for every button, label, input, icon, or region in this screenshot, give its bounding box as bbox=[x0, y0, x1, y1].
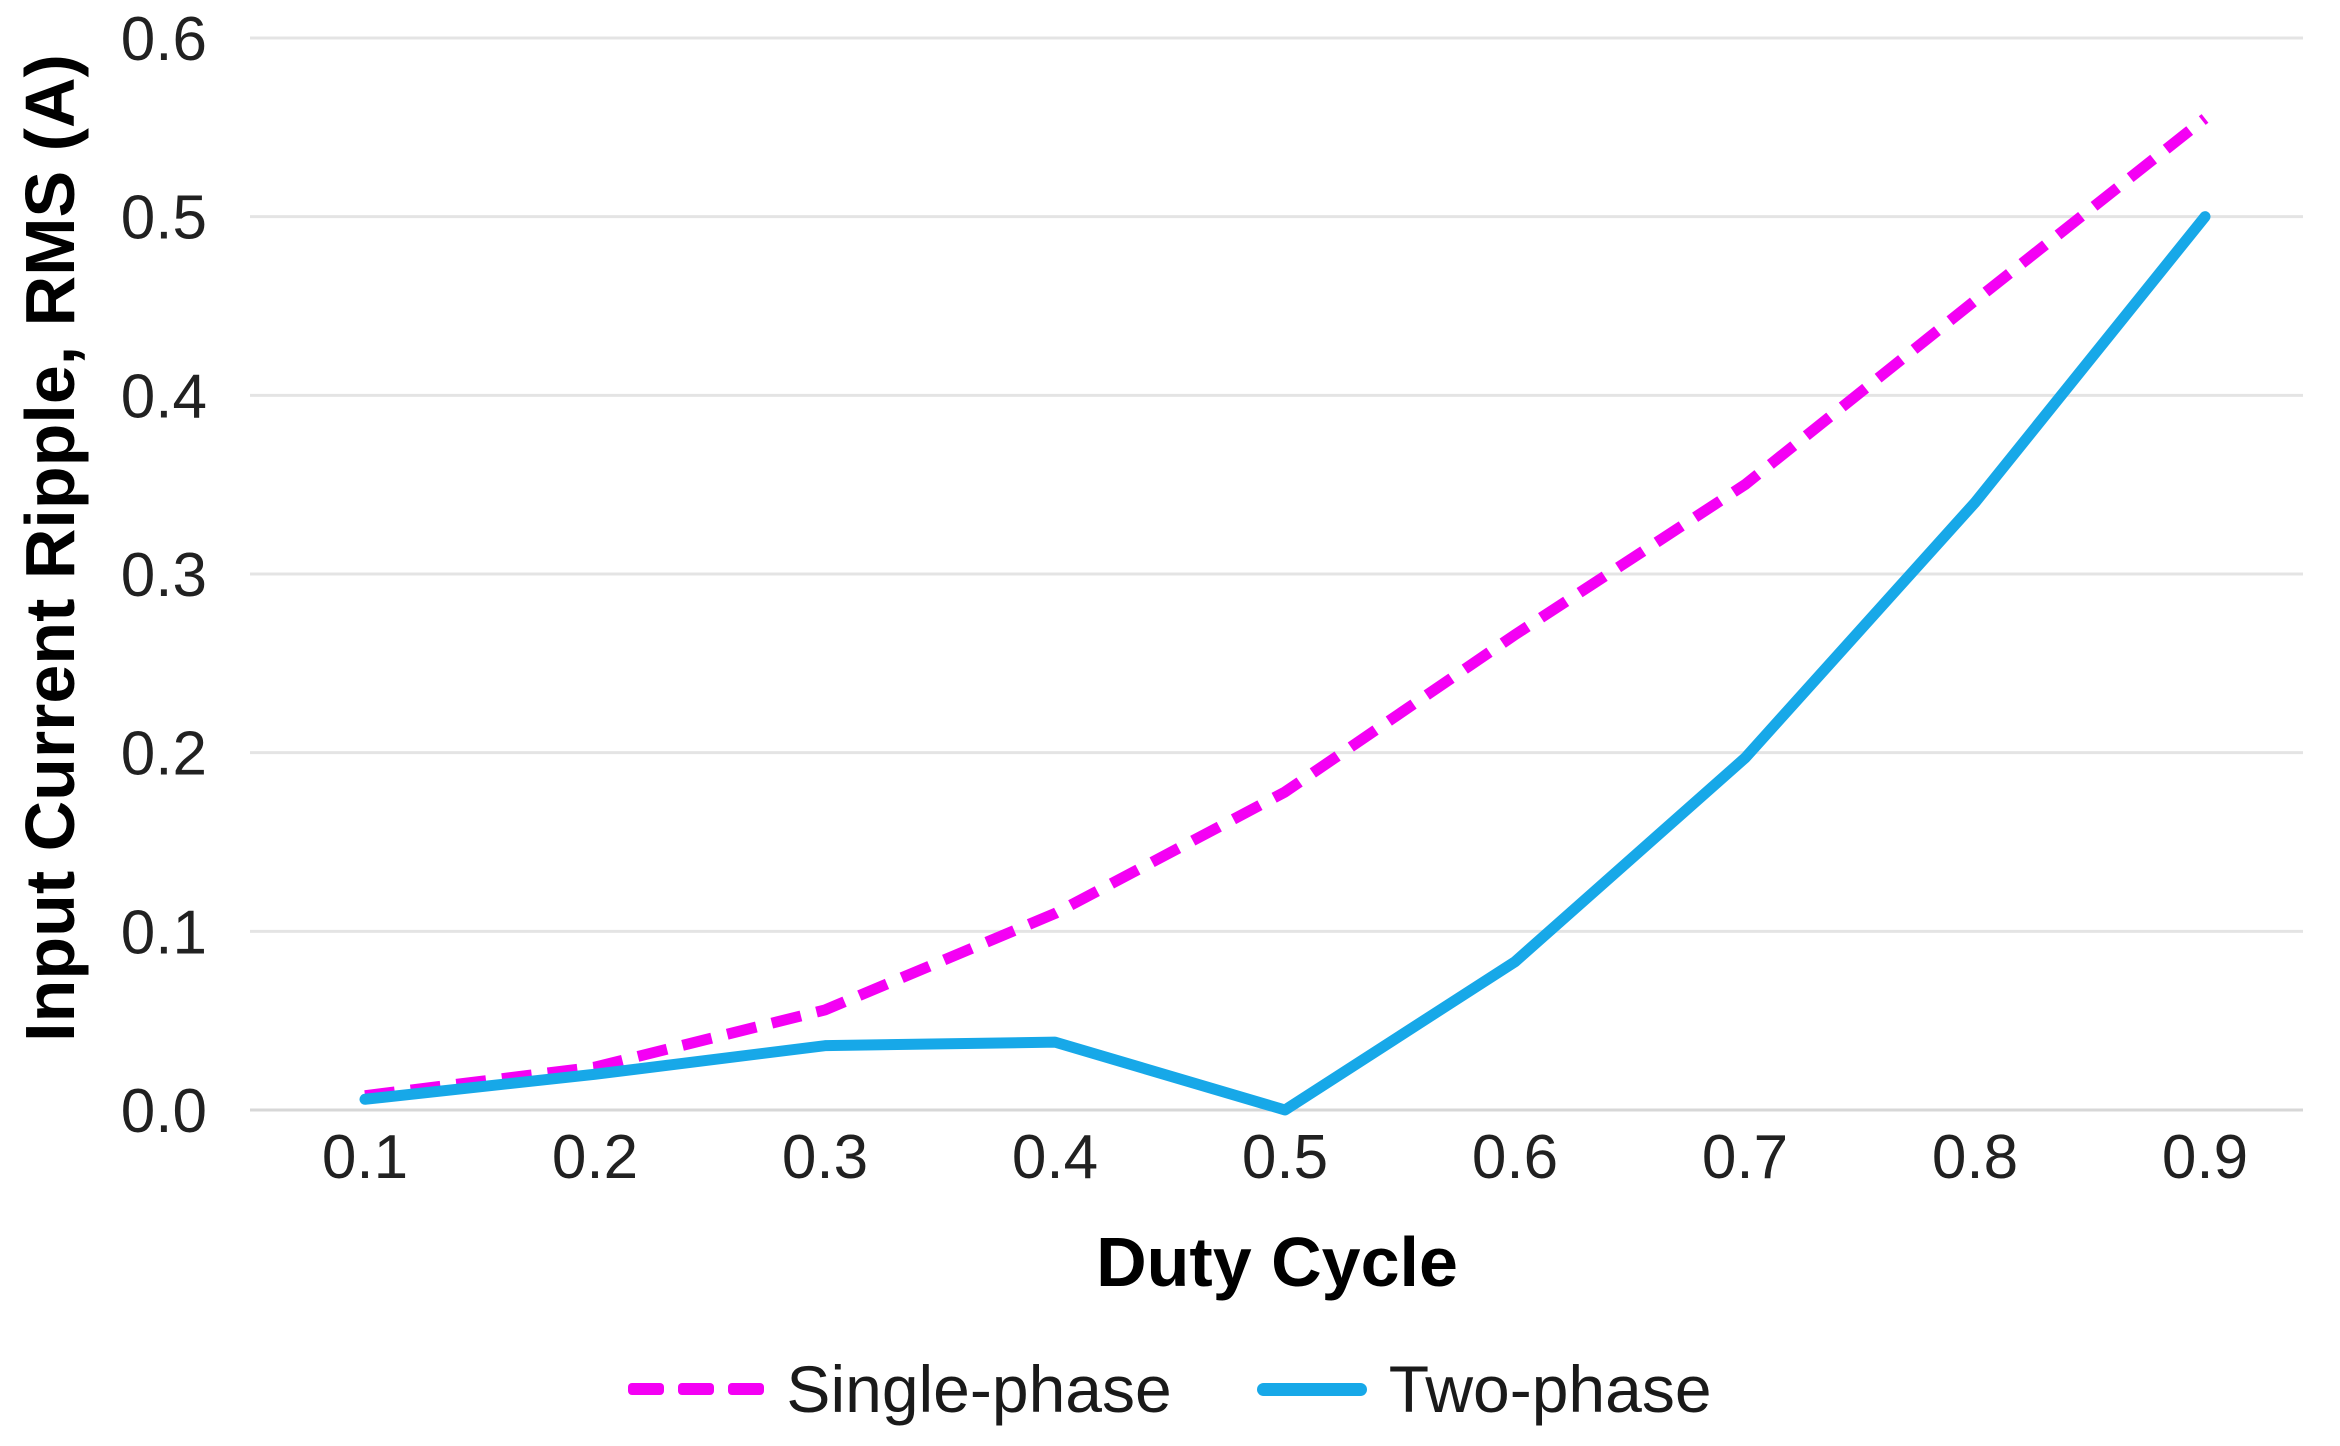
y-tick-label: 0.4 bbox=[121, 362, 207, 431]
x-tick-label: 0.6 bbox=[1472, 1123, 1558, 1192]
x-tick-label: 0.9 bbox=[2162, 1123, 2248, 1192]
x-tick-label: 0.4 bbox=[1012, 1123, 1098, 1192]
two-phase-solid-swatch bbox=[1256, 1382, 1367, 1396]
y-tick-label: 0.5 bbox=[121, 184, 207, 253]
y-tick-label: 0.2 bbox=[121, 720, 207, 789]
series-lines bbox=[359, 114, 2211, 1116]
x-tick-labels: 0.1 0.2 0.3 0.4 0.5 0.6 0.7 0.8 0.9 bbox=[322, 1123, 2248, 1192]
legend: Single-phase Two-phase bbox=[0, 1356, 2340, 1422]
x-tick-label: 0.7 bbox=[1702, 1123, 1788, 1192]
x-tick-label: 0.3 bbox=[782, 1123, 868, 1192]
y-tick-label: 0.0 bbox=[121, 1077, 207, 1146]
x-tick-label: 0.2 bbox=[552, 1123, 638, 1192]
y-tick-label: 0.3 bbox=[121, 541, 207, 610]
y-tick-label: 0.1 bbox=[121, 898, 207, 967]
single-phase-line bbox=[364, 114, 2209, 1102]
legend-item-single-phase: Single-phase bbox=[628, 1352, 1172, 1426]
y-tick-label: 0.6 bbox=[121, 5, 207, 74]
legend-label-two-phase: Two-phase bbox=[1388, 1352, 1712, 1426]
legend-item-two-phase: Two-phase bbox=[1256, 1352, 1712, 1426]
x-tick-label: 0.5 bbox=[1242, 1123, 1328, 1192]
legend-label-single-phase: Single-phase bbox=[786, 1352, 1172, 1426]
x-axis-title: Duty Cycle bbox=[1096, 1223, 1458, 1301]
single-phase-dashed-swatch bbox=[628, 1383, 765, 1395]
y-axis-title: Input Current Ripple, RMS (A) bbox=[11, 54, 89, 1042]
x-tick-label: 0.1 bbox=[322, 1123, 408, 1192]
gridlines bbox=[250, 36, 2303, 1112]
y-tick-labels: 0.0 0.1 0.2 0.3 0.4 0.5 0.6 bbox=[121, 5, 207, 1146]
two-phase-line bbox=[359, 211, 2211, 1116]
x-tick-label: 0.8 bbox=[1932, 1123, 2018, 1192]
